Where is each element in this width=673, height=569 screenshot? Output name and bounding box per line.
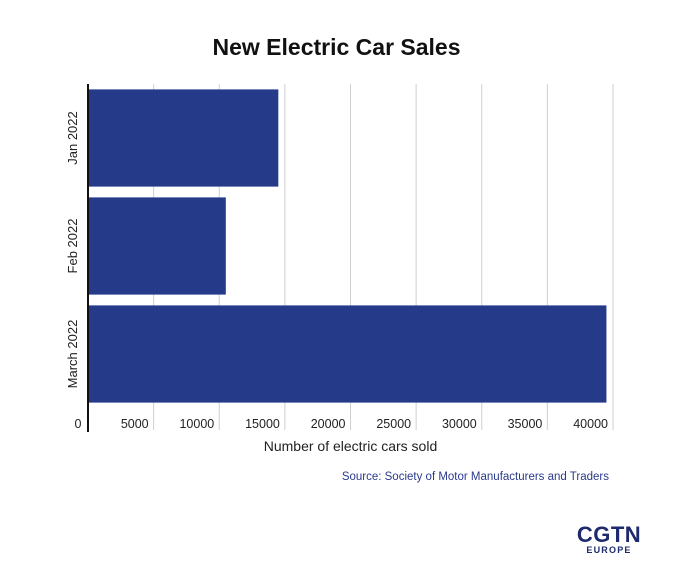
category-labels: Jan 2022 Feb 2022 March 2022	[65, 111, 80, 388]
x-tick-label-5: 25000	[376, 417, 411, 431]
x-axis-title: Number of electric cars sold	[263, 438, 438, 454]
bar-0	[88, 89, 279, 187]
category-label-2: March 2022	[65, 320, 80, 389]
x-tick-label-6: 30000	[442, 417, 477, 431]
source-note: Source: Society of Motor Manufacturers a…	[341, 471, 609, 483]
category-label-1: Feb 2022	[65, 219, 80, 274]
x-tick-label-3: 15000	[245, 417, 280, 431]
bar-1	[88, 197, 226, 295]
bar-2	[88, 305, 607, 403]
category-label-0: Jan 2022	[65, 111, 80, 165]
x-tick-label-1: 5000	[121, 417, 149, 431]
chart-title: New Electric Car Sales	[212, 34, 461, 60]
x-tick-label-0: 0	[75, 417, 82, 431]
x-tick-label-2: 10000	[179, 417, 214, 431]
tick-labels: 0 5000 10000 15000 20000 25000 30000 35000 40000	[75, 417, 609, 431]
brand-name: CGTN	[577, 522, 641, 547]
bars	[88, 89, 607, 403]
x-tick-label-4: 20000	[311, 417, 346, 431]
x-tick-label-7: 35000	[508, 417, 543, 431]
x-tick-label-8: 40000	[573, 417, 608, 431]
brand-sub: EUROPE	[586, 545, 631, 555]
cgtn-europe-logo: CGTN EUROPE	[577, 522, 641, 555]
